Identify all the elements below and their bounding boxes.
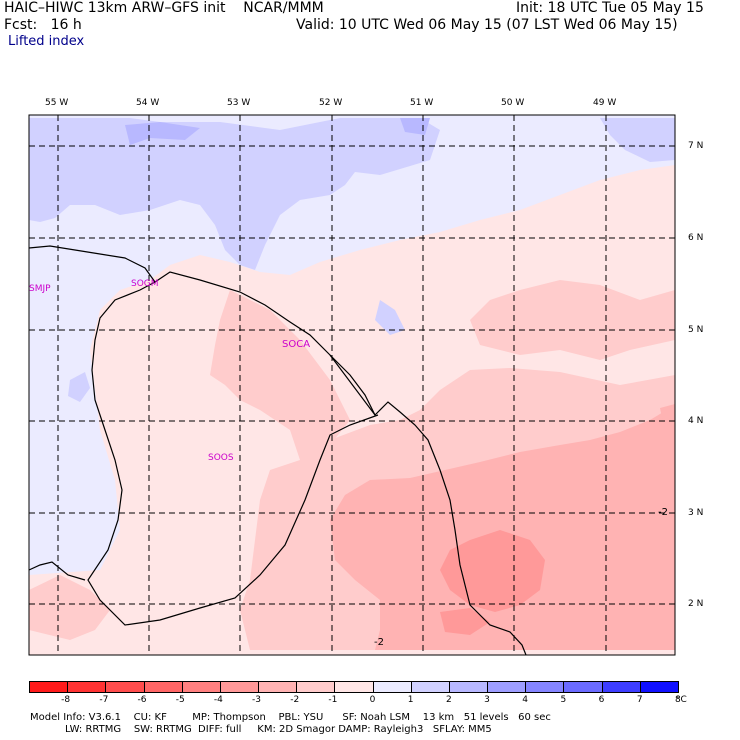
model-info-line1: Model Info: V3.6.1 CU: KF MP: Thompson P… [30,712,551,723]
colorbar-swatch [219,681,260,693]
coastlines-borders [28,245,527,656]
lon-label: 55 W [45,98,69,108]
colorbar-swatch [67,681,107,693]
shade-0-1 [29,115,675,575]
colorbar-tick: -4 [213,695,223,705]
field-name: Lifted index [8,34,85,49]
lat-label: 2 N [688,599,704,609]
init-time: Init: 18 UTC Tue 05 May 15 [516,0,704,16]
colorbar-swatch [448,681,489,693]
colorbar-tick: 2 [445,695,452,705]
shade-1-2-mid [375,300,405,335]
colorbar-tick: 0 [369,695,376,705]
colorbar-swatch [181,681,221,693]
colorbar-swatch [525,681,565,693]
colorbar-swatch [143,681,183,693]
shade-1-2-blob [68,372,90,402]
colorbar-tick: 5 [560,695,567,705]
lon-label: 53 W [227,98,251,108]
shade-1-2-north [29,118,440,270]
colorbar-swatch [258,681,298,693]
colorbar-swatch [105,681,145,693]
model-info-line2: LW: RRTMG SW: RRTMG DIFF: full KM: 2D Sm… [30,724,492,735]
lon-label: 49 W [593,98,617,108]
shade-m1-0 [470,280,675,360]
colorbar-tick: 4 [522,695,529,705]
contour-label: -2 [374,637,384,648]
lon-label: 51 W [410,98,434,108]
shade-m3-m2-b [440,608,490,635]
lat-label: 6 N [688,233,704,243]
forecast-hour: Fcst: 16 h [4,17,82,33]
lon-label: 50 W [501,98,525,108]
lat-label: 4 N [688,416,704,426]
shade-m1-0-sw [29,575,110,640]
colorbar-unit: °C [676,695,687,705]
shade-m1-0-west [210,290,350,470]
shade-m2-m1-blob [660,404,675,420]
colorbar-tick: -6 [137,695,147,705]
map-frame [28,114,676,656]
shade-1-2-east [600,118,675,162]
station-label: SOCA [282,339,311,350]
shade-2-3 [125,122,200,145]
colorbar-tick: 7 [636,695,643,705]
lon-label: 54 W [136,98,160,108]
lat-label: 3 N [688,508,704,518]
colorbar-swatch [29,681,69,693]
shade-m2-m1 [330,405,675,650]
station-label: SOOS [208,453,234,463]
colorbar-swatch [334,681,374,693]
colorbar-tick: 8 [675,695,681,705]
station-label: SOGM [131,279,159,289]
colorbar-tick: -5 [175,695,185,705]
colorbar-tick: -2 [290,695,300,705]
lat-lon-grid [29,115,675,655]
lon-label: 52 W [319,98,343,108]
colorbar-swatch [487,681,527,693]
colorbar-tick: 1 [407,695,414,705]
colorbar-swatch [410,681,450,693]
station-label: SMJP [29,284,51,294]
colorbar-tick: 6 [598,695,605,705]
colorbar-swatch [372,681,412,693]
colorbar-swatch [639,681,679,693]
colorbar-tick: -7 [99,695,109,705]
model-title: HAIC–HIWC 13km ARW–GFS init NCAR/MMM [4,0,324,16]
colorbar-swatch [601,681,641,693]
lat-label: 7 N [688,141,704,151]
valid-time: Valid: 10 UTC Wed 06 May 15 (07 LST Wed … [296,17,678,33]
contour-label: -2 [658,507,668,518]
colorbar-tick: -1 [328,695,338,705]
colorbar-swatch [296,681,336,693]
lat-label: 5 N [688,325,704,335]
colorbar-tick: -3 [252,695,262,705]
colorbar-swatch [563,681,603,693]
colorbar-tick: 3 [484,695,490,705]
colorbar-tick: -8 [61,695,71,705]
